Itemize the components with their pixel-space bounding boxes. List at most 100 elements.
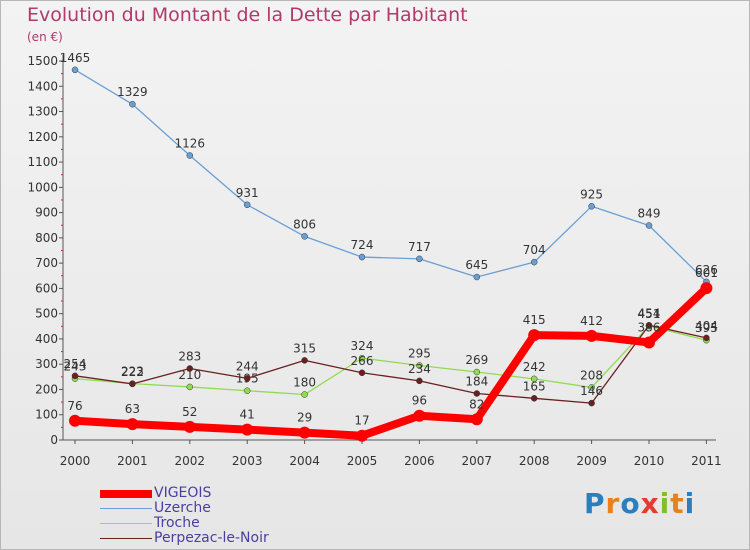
x-tick-label: 2003 <box>232 454 263 468</box>
data-point <box>69 414 81 427</box>
data-label: 242 <box>523 360 546 374</box>
chart-subtitle: (en €) <box>27 30 63 44</box>
data-label: 165 <box>523 379 546 393</box>
data-point <box>301 357 308 364</box>
legend-swatch <box>100 490 152 498</box>
data-point <box>588 399 595 407</box>
data-point <box>71 66 79 74</box>
data-point <box>129 380 136 388</box>
x-tick-label: 2004 <box>289 454 320 468</box>
data-label: 244 <box>236 359 259 373</box>
x-tick-label: 2006 <box>404 454 435 468</box>
data-point <box>183 420 196 433</box>
data-point <box>186 152 194 159</box>
brand-letter: i <box>684 487 696 520</box>
data-point <box>585 329 598 342</box>
data-label: 717 <box>408 240 431 254</box>
data-point <box>71 372 79 380</box>
data-point <box>243 387 251 394</box>
data-label: 243 <box>64 360 87 374</box>
data-label: 223 <box>121 365 144 379</box>
data-point <box>243 201 251 209</box>
data-point <box>645 322 653 329</box>
data-label: 626 <box>695 263 718 277</box>
data-point <box>645 222 653 229</box>
data-point <box>588 384 595 391</box>
data-point <box>528 329 541 342</box>
data-point <box>413 409 426 422</box>
y-tick-label: 500 <box>35 307 58 321</box>
data-point <box>358 354 366 362</box>
data-label: 724 <box>351 238 374 252</box>
data-point <box>473 390 481 397</box>
data-label: 454 <box>638 306 661 320</box>
data-point <box>473 273 481 281</box>
y-tick-label: 400 <box>35 332 58 346</box>
data-label: 404 <box>695 319 718 333</box>
data-label: 324 <box>351 339 374 353</box>
data-label: 931 <box>236 186 259 200</box>
legend-swatch <box>100 538 152 539</box>
data-point <box>301 233 308 240</box>
data-label: 254 <box>64 357 87 371</box>
data-point <box>530 375 538 383</box>
data-label: 412 <box>580 314 603 328</box>
data-label: 180 <box>293 376 316 390</box>
legend-swatch <box>100 508 152 509</box>
data-point <box>129 100 136 108</box>
data-point <box>416 377 423 385</box>
y-tick-label: 1400 <box>27 79 58 93</box>
y-tick-label: 900 <box>35 206 58 220</box>
y-tick-label: 100 <box>35 408 58 422</box>
series-line-vigeois <box>74 285 710 440</box>
data-label: 283 <box>178 349 201 363</box>
data-label: 82 <box>469 397 484 411</box>
legend-label: Troche <box>154 515 200 531</box>
x-tick-label: 2000 <box>60 454 91 468</box>
y-tick-label: 300 <box>35 357 58 371</box>
legend-label: Perpezac-le-Noir <box>154 530 269 546</box>
data-label: 1329 <box>117 85 148 99</box>
chart-title: Evolution du Montant de la Dette par Hab… <box>27 4 468 26</box>
data-label: 806 <box>293 217 316 231</box>
brand-letter: i <box>659 487 671 520</box>
data-label: 210 <box>178 368 201 382</box>
data-label: 849 <box>638 206 661 220</box>
data-point <box>301 391 308 398</box>
data-label: 645 <box>465 258 488 272</box>
data-label: 29 <box>297 411 312 425</box>
data-point <box>530 258 538 266</box>
brand-logo: Proxiti <box>584 487 695 520</box>
data-label: 1126 <box>175 136 206 150</box>
x-tick-label: 2001 <box>117 454 148 468</box>
data-label: 269 <box>465 353 488 367</box>
data-point <box>243 375 251 382</box>
brand-letter: o <box>620 487 641 520</box>
data-point <box>700 282 713 295</box>
data-point <box>703 334 710 342</box>
data-point <box>241 423 254 436</box>
y-tick-label: 1300 <box>27 105 58 119</box>
series-line-troche <box>74 325 707 396</box>
data-label: 451 <box>638 307 661 321</box>
data-label: 76 <box>67 399 82 413</box>
x-tick-label: 2010 <box>634 454 665 468</box>
data-point <box>530 395 538 402</box>
data-point <box>416 255 423 263</box>
x-tick-label: 2007 <box>462 454 493 468</box>
data-point <box>416 362 423 369</box>
legend-label: VIGEOIS <box>154 485 212 501</box>
y-tick-label: 1200 <box>27 130 58 144</box>
data-label: 63 <box>125 402 140 416</box>
y-tick-label: 0 <box>50 433 58 447</box>
x-tick-label: 2008 <box>519 454 550 468</box>
data-label: 41 <box>240 408 255 422</box>
data-point <box>298 426 311 439</box>
data-point <box>643 336 655 349</box>
data-label: 925 <box>580 187 603 201</box>
series-line-perpezac-le-noir <box>74 324 707 404</box>
brand-letter: P <box>584 487 606 520</box>
data-label: 704 <box>523 243 546 257</box>
data-label: 222 <box>121 365 144 379</box>
